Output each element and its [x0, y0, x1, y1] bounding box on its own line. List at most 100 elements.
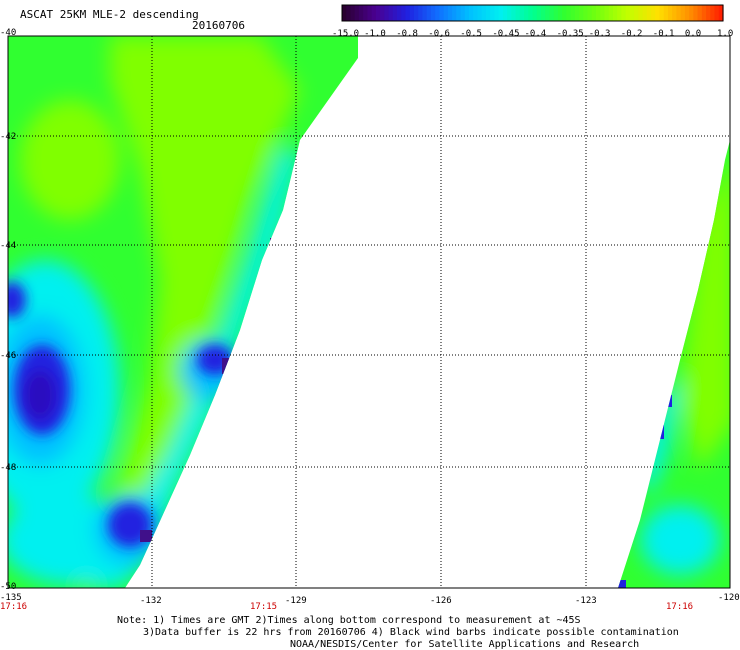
lon-label-120: -120 [718, 593, 740, 603]
colorbar-cell [600, 5, 606, 21]
colorbar-tick-label: -0.45 [492, 29, 519, 39]
lon-label-132: -132 [140, 596, 162, 606]
colorbar-cell [384, 5, 390, 21]
colorbar-cell [612, 5, 618, 21]
colorbar-cell [392, 5, 398, 21]
colorbar-cell [363, 5, 368, 21]
colorbar-cell [528, 5, 534, 21]
left-cyan-edge [90, 150, 300, 588]
colorbar-cell [604, 5, 610, 21]
colorbar-cell [608, 5, 614, 21]
lon-label-135: -135 [0, 593, 22, 603]
right-lime-band [680, 150, 730, 470]
colorbar-cell [684, 5, 690, 21]
colorbar-cell [502, 5, 508, 21]
colorbar-tick-label: -1.0 [364, 29, 386, 39]
colorbar-cell [401, 5, 407, 21]
colorbar-cell [519, 5, 525, 21]
lat-label-50: -50 [0, 582, 16, 592]
colorbar-cell [397, 5, 402, 21]
lat-label-48: -48 [0, 463, 16, 473]
colorbar-cell [557, 5, 563, 21]
colorbar-cell [651, 5, 656, 21]
colorbar-cell [701, 5, 707, 21]
colorbar-cell [452, 5, 457, 21]
colorbar-tick-label: -0.3 [589, 29, 611, 39]
colorbar-cell [443, 5, 449, 21]
colorbar-cell [435, 5, 440, 21]
map-date: 20160706 [192, 19, 245, 32]
colorbar-tick-label: 1.0 [717, 29, 733, 39]
colorbar-cell [409, 5, 415, 21]
lon-label-129: -129 [285, 596, 307, 606]
colorbar-cell [714, 5, 720, 21]
colorbar-cell [625, 5, 631, 21]
colorbar-tick-label: -0.2 [621, 29, 643, 39]
colorbar-tick-label: 0.0 [685, 29, 701, 39]
right-blue-pixel-2 [656, 425, 664, 439]
colorbar-cell [498, 5, 504, 21]
plot-frame [7, 35, 731, 589]
footer-credit-line: NOAA/NESDIS/Center for Satellite Applica… [290, 639, 640, 650]
colorbar-cell [490, 5, 495, 21]
left-purple-pixel-3 [140, 530, 152, 542]
colorbar-cell [426, 5, 432, 21]
left-navy-core [24, 370, 56, 420]
colorbar-cell [477, 5, 483, 21]
colorbar-cell [456, 5, 462, 21]
time-label-left: 17:16 [0, 602, 27, 612]
colorbar-cell [358, 5, 364, 21]
colorbar-tick-label: -0.5 [460, 29, 482, 39]
colorbar-cell [430, 5, 436, 21]
colorbar-cell [481, 5, 487, 21]
colorbar-tick-label: -15.0 [332, 29, 359, 39]
colorbar-cell [418, 5, 424, 21]
colorbar-cell [371, 5, 377, 21]
colorbar-tick-label: -0.35 [557, 29, 584, 39]
map-title: ASCAT 25KM MLE-2 descending [20, 8, 199, 21]
colorbar-tick-label: -0.4 [525, 29, 547, 39]
colorbar-cell [447, 5, 453, 21]
colorbar-cell [367, 5, 373, 21]
colorbar-cell [422, 5, 428, 21]
lat-label-42: -42 [0, 132, 16, 142]
colorbar-cell [515, 5, 521, 21]
colorbar-cell [354, 5, 360, 21]
colorbar-cell [507, 5, 512, 21]
colorbar-cell [566, 5, 572, 21]
time-label-center: 17:15 [250, 602, 277, 612]
colorbar-cell [655, 5, 661, 21]
colorbar-cell [494, 5, 500, 21]
colorbar-cell [693, 5, 699, 21]
lat-label-46: -46 [0, 351, 16, 361]
colorbar-cells [341, 4, 724, 22]
colorbar-cell [460, 5, 466, 21]
lon-label-123: -123 [575, 596, 597, 606]
colorbar-cell [587, 5, 593, 21]
colorbar-cell [697, 5, 703, 21]
colorbar-cell [413, 5, 419, 21]
colorbar-cell [621, 5, 627, 21]
colorbar-frame [341, 4, 724, 22]
colorbar-cell [388, 5, 394, 21]
colorbar-cell [689, 5, 694, 21]
lat-label-44: -44 [0, 241, 16, 251]
colorbar-cell [642, 5, 648, 21]
left-lime-patch [20, 100, 120, 220]
right-cyan-region [640, 505, 720, 575]
colorbar-cell [659, 5, 665, 21]
colorbar-tick-label: -0.6 [428, 29, 450, 39]
colorbar-cell [485, 5, 491, 21]
grid-lines [8, 36, 730, 588]
colorbar-cell [342, 5, 347, 21]
colorbar-cell [570, 5, 576, 21]
colorbar-cell [511, 5, 517, 21]
colorbar-cell [549, 5, 555, 21]
left-purple-pixel-2 [222, 358, 232, 374]
colorbar-cell [464, 5, 470, 21]
colorbar-legend: -15.0 -1.0 -0.8 -0.6 -0.5 -0.45 -0.4 -0.35 -0.3-… [332, 4, 733, 39]
colorbar-cell [439, 5, 445, 21]
left-purple-pixel-1 [270, 238, 278, 256]
colorbar-tick-label: -0.1 [653, 29, 675, 39]
colorbar-cell [663, 5, 669, 21]
